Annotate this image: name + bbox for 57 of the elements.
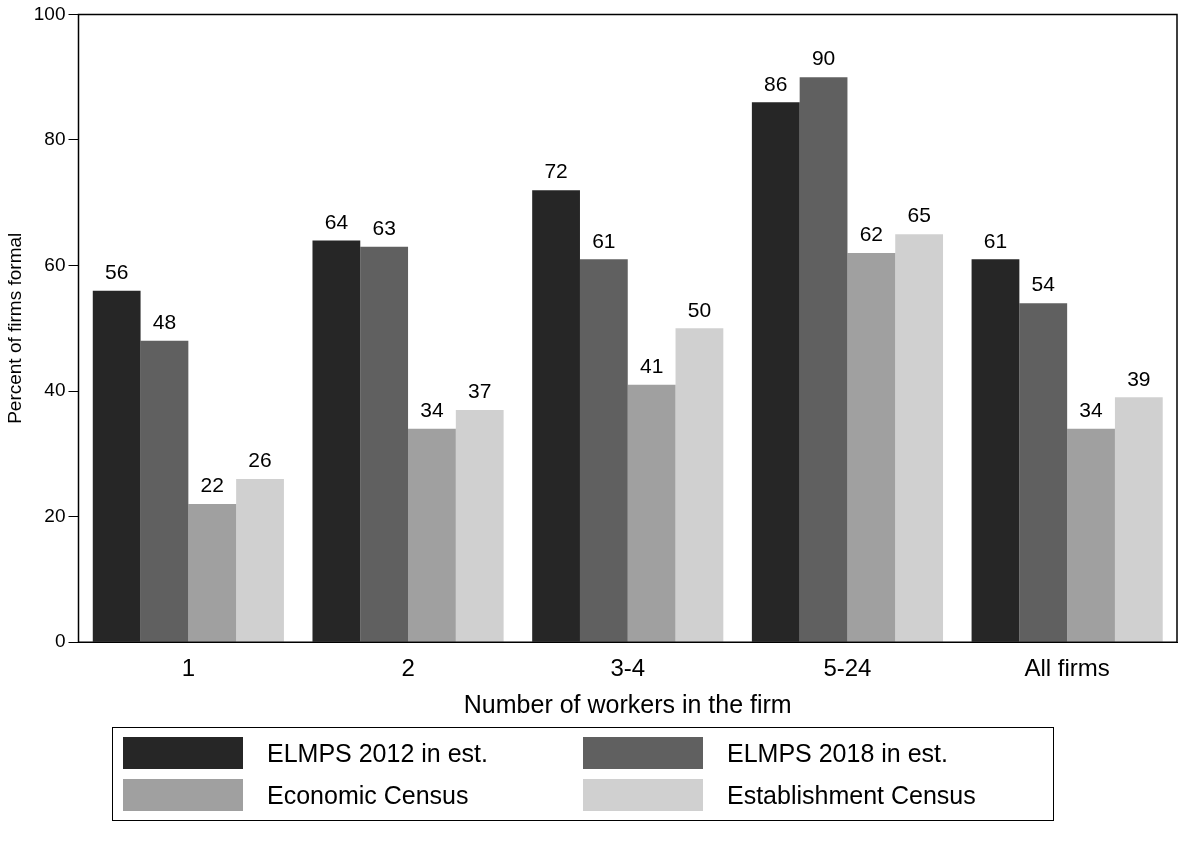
x-axis-title: Number of workers in the firm — [463, 689, 792, 718]
data-label: 56 — [104, 259, 129, 283]
legend-label: ELMPS 2018 in est. — [727, 738, 948, 768]
bar — [971, 259, 1020, 642]
bar — [1114, 397, 1163, 642]
bar — [408, 428, 456, 642]
data-label: 22 — [200, 473, 224, 497]
bar — [579, 259, 628, 642]
y-tick-label: 60 — [44, 253, 66, 275]
bar — [847, 252, 896, 642]
data-label: 72 — [544, 159, 568, 183]
bar — [188, 504, 237, 642]
y-tick-label: 80 — [44, 128, 66, 150]
bar — [1019, 303, 1068, 642]
y-tick-label: 20 — [44, 504, 66, 526]
data-label: 61 — [983, 228, 1008, 252]
bar — [360, 246, 409, 642]
y-tick-label: 40 — [44, 379, 66, 401]
data-label: 90 — [811, 46, 836, 70]
data-label: 48 — [152, 310, 177, 334]
data-label: 50 — [687, 297, 712, 321]
bar — [140, 340, 189, 642]
x-tick-label: 2 — [401, 654, 415, 682]
bar — [627, 384, 676, 642]
x-tick-label: 3-4 — [610, 654, 646, 682]
data-label: 41 — [639, 354, 664, 378]
bar — [1067, 428, 1115, 642]
bar — [751, 102, 800, 642]
legend-label: ELMPS 2012 in est. — [267, 738, 488, 768]
data-label: 26 — [248, 448, 272, 472]
data-label: 54 — [1031, 272, 1056, 296]
data-label: 65 — [907, 203, 931, 227]
bar — [312, 240, 361, 642]
data-label: 64 — [324, 209, 349, 233]
y-tick-label: 100 — [33, 2, 66, 24]
data-label: 63 — [372, 215, 396, 239]
data-label: 39 — [1127, 366, 1151, 390]
bar — [455, 409, 504, 642]
bar — [236, 478, 284, 642]
legend-label: Economic Census — [267, 780, 469, 810]
data-label: 62 — [859, 222, 884, 246]
data-label: 34 — [420, 398, 444, 422]
bar — [799, 77, 848, 642]
x-tick-label: 1 — [181, 654, 196, 682]
data-label: 86 — [764, 71, 788, 95]
y-axis-title: Percent of firms formal — [3, 232, 25, 424]
y-tick-label: 0 — [54, 630, 66, 652]
x-tick-label: 5-24 — [823, 654, 872, 682]
data-label: 34 — [1079, 398, 1104, 422]
bar — [92, 290, 141, 642]
bar — [675, 328, 724, 642]
x-tick-label: All firms — [1024, 654, 1110, 682]
bar — [532, 190, 580, 642]
legend-label: Establishment Census — [727, 780, 976, 810]
data-label: 37 — [468, 379, 492, 403]
bar — [895, 234, 944, 642]
data-label: 61 — [592, 228, 616, 252]
